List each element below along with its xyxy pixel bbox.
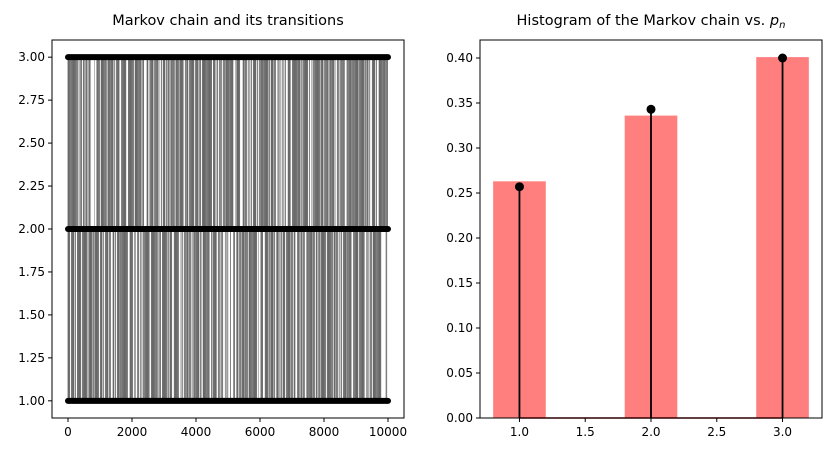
x-tick-label: 4000 (181, 425, 212, 439)
y-tick-label: 1.75 (18, 265, 45, 279)
stem-marker (514, 182, 524, 192)
histogram-panel: Histogram of the Markov chain vs. pn 1.0… (446, 13, 823, 439)
y-tick-label: 0.00 (446, 411, 473, 425)
x-tick-label: 3.0 (773, 425, 792, 439)
x-tick-label: 2.0 (641, 425, 660, 439)
x-tick-label: 1.0 (510, 425, 529, 439)
y-tick-label: 0.10 (446, 321, 473, 335)
x-tick-label: 2000 (117, 425, 148, 439)
title-math: p (769, 13, 779, 29)
title-math-subscript: n (779, 20, 785, 31)
y-tick-label: 2.50 (18, 136, 45, 150)
x-axis-ticks: 1.0 1.5 2.0 2.5 3.0 (510, 418, 792, 439)
y-tick-label: 0.25 (446, 186, 473, 200)
y-tick-label: 0.40 (446, 51, 473, 65)
x-tick-label: 0 (64, 425, 72, 439)
y-tick-label: 1.50 (18, 308, 45, 322)
x-axis-ticks: 0 2000 4000 6000 8000 10000 (64, 418, 407, 439)
y-tick-label: 1.00 (18, 394, 45, 408)
chart-title-histogram: Histogram of the Markov chain vs. pn (517, 13, 786, 31)
y-tick-label: 0.20 (446, 231, 473, 245)
y-tick-label: 0.35 (446, 96, 473, 110)
plot-frame (51, 39, 405, 419)
y-tick-label: 3.00 (18, 50, 45, 64)
x-tick-label: 1.5 (576, 425, 595, 439)
y-tick-label: 2.00 (18, 222, 45, 236)
markov-chain-panel: Markov chain and its transitions 0 2000 40… (18, 13, 407, 439)
y-tick-label: 0.30 (446, 141, 473, 155)
chart-title-markov-chain: Markov chain and its transitions (112, 13, 344, 29)
stem-marker (778, 53, 788, 63)
x-tick-label: 6000 (245, 425, 276, 439)
x-tick-label: 2.5 (707, 425, 726, 439)
y-axis-ticks: 0.00 0.05 0.10 0.15 0.20 0.25 0.30 0.35 0.40 (446, 51, 480, 425)
plot-frame (479, 39, 823, 419)
y-axis-ticks: 1.00 1.25 1.50 1.75 2.00 2.25 2.50 2.75 3.00 (18, 50, 52, 408)
x-tick-label: 8000 (309, 425, 340, 439)
x-tick-label: 10000 (369, 425, 407, 439)
y-tick-label: 0.05 (446, 366, 473, 380)
title-text: Histogram of the Markov chain vs. (517, 13, 770, 29)
y-tick-label: 2.25 (18, 179, 45, 193)
y-tick-label: 1.25 (18, 351, 45, 365)
stem-plot (514, 53, 788, 418)
state-markers (65, 54, 391, 404)
y-tick-label: 2.75 (18, 93, 45, 107)
y-tick-label: 0.15 (446, 276, 473, 290)
stem-marker (646, 104, 656, 114)
